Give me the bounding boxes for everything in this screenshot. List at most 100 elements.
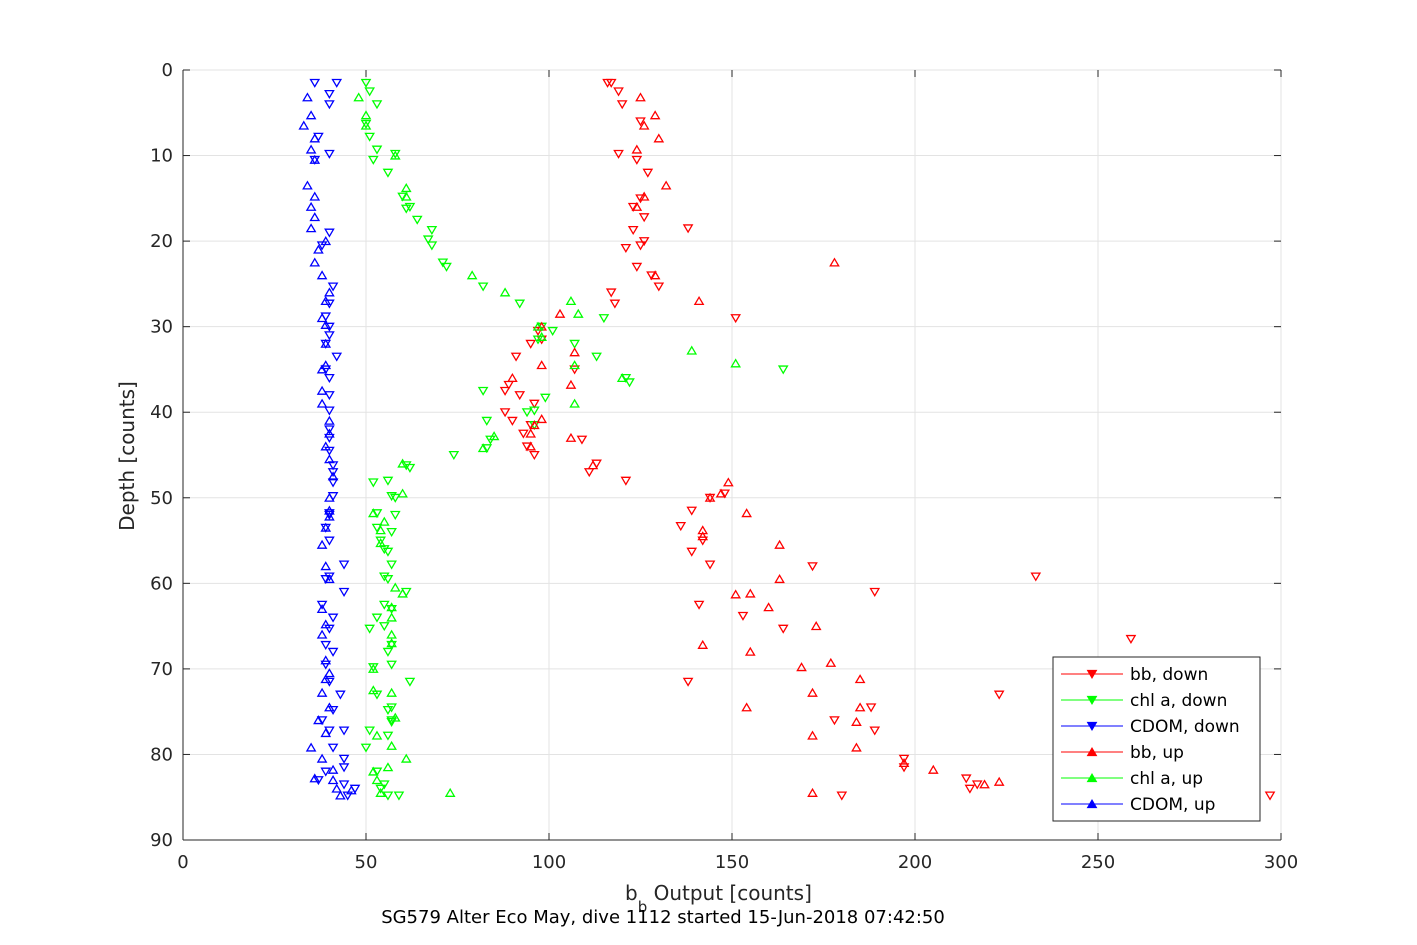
data-point: [960, 774, 972, 784]
data-point: [536, 331, 548, 341]
data-point: [569, 347, 580, 357]
data-point: [411, 215, 423, 225]
data-point: [338, 763, 350, 773]
data-point: [510, 352, 522, 362]
data-point: [309, 257, 321, 267]
data-point: [320, 522, 332, 532]
data-point: [774, 573, 785, 584]
legend-marker: [1086, 721, 1098, 732]
data-point: [327, 471, 339, 481]
legend-label: CDOM, down: [1130, 717, 1240, 737]
data-point: [367, 663, 379, 673]
data-point: [682, 677, 694, 687]
data-point: [825, 657, 837, 667]
data-point: [400, 753, 412, 763]
data-point: [565, 295, 577, 306]
data-point: [448, 450, 460, 461]
data-point: [324, 572, 335, 582]
data-markers: [298, 78, 1276, 801]
x-tick-label: 100: [532, 852, 566, 873]
data-point: [309, 191, 321, 201]
data-point: [320, 674, 332, 684]
data-point: [631, 155, 643, 165]
data-point: [382, 547, 394, 557]
data-point: [869, 587, 881, 597]
data-point: [382, 791, 394, 801]
data-point: [327, 775, 339, 785]
y-axis-label: Depth [counts]: [115, 381, 139, 531]
data-point: [397, 192, 408, 202]
data-point: [507, 416, 518, 426]
data-point: [638, 120, 650, 130]
legend-marker: [1086, 746, 1098, 757]
data-point: [316, 364, 328, 374]
data-point: [331, 783, 343, 793]
data-point: [360, 110, 372, 120]
data-point: [646, 271, 657, 281]
data-point: [971, 780, 983, 790]
data-point: [642, 168, 654, 178]
data-point: [324, 373, 335, 384]
data-point: [697, 536, 709, 546]
legend-label: bb, down: [1130, 665, 1208, 685]
data-point: [316, 600, 328, 610]
data-point: [327, 743, 339, 753]
data-point: [324, 446, 335, 456]
data-point: [865, 703, 877, 713]
data-point: [386, 640, 397, 650]
data-point: [324, 331, 335, 341]
data-point: [649, 110, 661, 120]
data-point: [378, 572, 390, 582]
data-point: [305, 110, 317, 120]
data-point: [324, 228, 335, 238]
data-point: [499, 408, 511, 418]
data-point: [730, 589, 741, 599]
data-point: [927, 764, 939, 774]
data-point: [723, 477, 734, 487]
y-tick-label: 40: [150, 402, 173, 423]
data-point: [404, 202, 416, 212]
data-point: [631, 262, 643, 272]
data-point: [898, 757, 910, 768]
data-point: [371, 509, 383, 519]
data-point: [386, 717, 397, 727]
data-point: [360, 743, 372, 753]
data-point: [514, 391, 526, 401]
y-tick-label: 50: [150, 488, 173, 509]
data-point: [675, 522, 687, 532]
data-point: [704, 560, 716, 570]
data-point: [382, 575, 394, 585]
data-point: [565, 379, 577, 389]
data-point: [389, 150, 401, 160]
data-point: [389, 582, 401, 592]
data-point: [569, 398, 580, 408]
data-point: [320, 655, 332, 665]
data-point: [338, 560, 350, 570]
data-point: [635, 92, 646, 102]
x-axis-label-rest: Output [counts]: [647, 881, 812, 905]
data-point: [371, 145, 383, 155]
data-point: [477, 386, 489, 396]
data-point: [481, 444, 493, 454]
data-point: [477, 443, 489, 453]
data-point: [869, 726, 881, 736]
data-point: [730, 314, 741, 324]
data-point: [620, 373, 632, 384]
data-point: [324, 511, 335, 521]
data-point: [627, 202, 639, 212]
data-point: [521, 408, 533, 418]
data-point: [320, 640, 332, 650]
data-point: [309, 154, 321, 164]
legend-marker: [1086, 695, 1098, 706]
data-point: [327, 647, 339, 657]
data-point: [532, 326, 544, 337]
data-point: [1125, 634, 1137, 645]
data-point: [386, 602, 397, 612]
y-tick-label: 30: [150, 317, 173, 338]
data-point: [854, 702, 866, 712]
data-point: [302, 180, 313, 190]
data-point: [605, 288, 617, 298]
data-point: [529, 419, 540, 430]
data-point: [514, 299, 526, 309]
data-point: [324, 624, 335, 634]
